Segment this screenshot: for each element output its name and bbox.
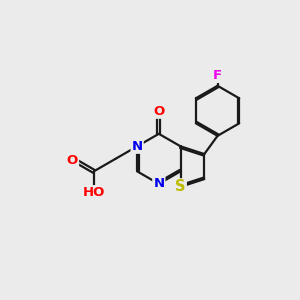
Text: O: O xyxy=(153,105,164,118)
Text: N: N xyxy=(132,140,143,153)
Text: HO: HO xyxy=(82,186,105,199)
Text: F: F xyxy=(213,69,222,82)
Text: S: S xyxy=(175,179,186,194)
Text: O: O xyxy=(67,154,78,167)
Text: N: N xyxy=(153,177,164,190)
